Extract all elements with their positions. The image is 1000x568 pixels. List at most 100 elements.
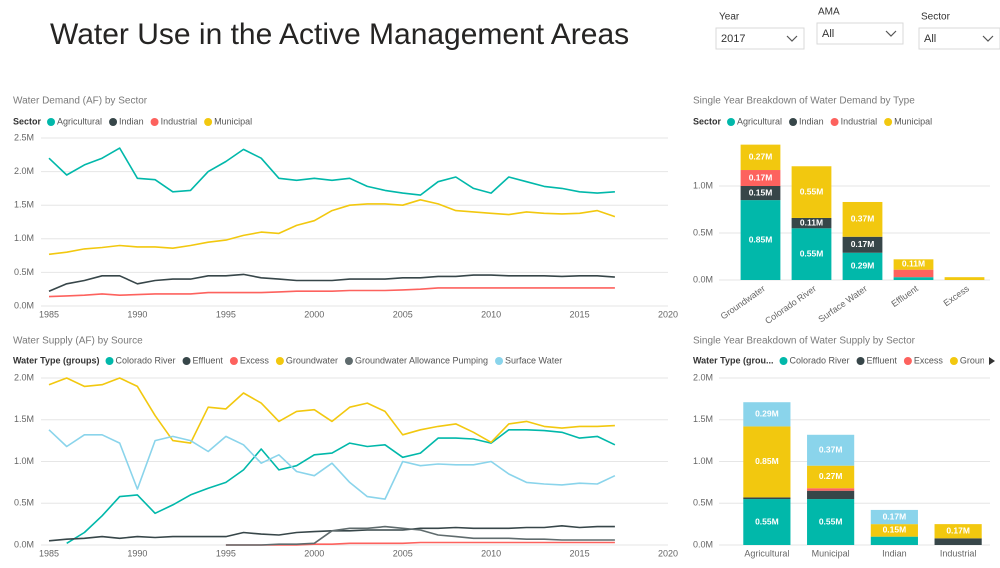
legend-swatch	[204, 118, 213, 126]
bar-value-label: 0.17M	[946, 525, 970, 535]
bar-segment	[791, 228, 832, 280]
legend-swatch	[949, 357, 958, 365]
legend: Sector Agricultural Indian Industrial Munici…	[13, 116, 252, 126]
filter-value: All	[924, 33, 936, 45]
filter-dropdown[interactable]	[918, 27, 1000, 50]
x-tick-label: Excess	[942, 283, 972, 308]
x-tick-label: Effluent	[889, 283, 920, 309]
y-tick-label: 0.5M	[693, 227, 713, 237]
legend-label: Industrial	[841, 116, 878, 126]
y-tick-label: 2.0M	[693, 372, 713, 382]
line-series	[48, 273, 615, 292]
legend-label: Groundwater	[960, 355, 1000, 365]
bar-value-label: 0.29M	[851, 261, 875, 271]
y-tick-label: 0.5M	[14, 498, 34, 508]
x-tick-label: Surface Water	[816, 283, 869, 324]
x-tick-label: Indian	[882, 548, 907, 558]
legend-swatch	[109, 118, 118, 126]
x-tick-label: 1985	[39, 309, 59, 319]
bar-value-label: 0.55M	[800, 186, 824, 196]
line-series	[48, 287, 615, 298]
line-series	[48, 429, 616, 500]
filter-label: Sector	[921, 12, 951, 23]
x-tick-label: 2015	[570, 309, 590, 319]
bar-value-label: 0.85M	[749, 234, 773, 244]
legend-swatch	[495, 357, 504, 365]
y-tick-label: 0.0M	[14, 539, 34, 549]
x-tick-label: 2015	[570, 548, 590, 558]
legend-swatch	[727, 118, 736, 126]
x-tick-label: 1995	[216, 548, 236, 558]
line-series	[48, 147, 615, 196]
bar-segment	[743, 497, 791, 500]
legend-label: Agricultural	[57, 116, 102, 126]
bar-segment	[944, 277, 985, 280]
legend-label: Groundwater Allowance Pumping	[355, 355, 488, 365]
y-tick-label: 2.0M	[14, 372, 34, 382]
line-series	[66, 429, 616, 544]
filter-label: AMA	[818, 7, 840, 18]
line-series	[48, 199, 616, 256]
y-tick-label: 0.0M	[693, 274, 713, 284]
legend-swatch	[229, 357, 238, 365]
legend: Water Type (grou... Colorado River Effluen…	[693, 355, 1000, 365]
x-tick-label: Industrial	[940, 548, 977, 558]
x-tick-label: 2010	[481, 548, 501, 558]
bar-value-label: 0.11M	[800, 217, 823, 227]
chart-title: Water Demand (AF) by Sector	[13, 96, 148, 107]
legend-more-arrow[interactable]	[989, 357, 995, 365]
legend-swatch	[779, 357, 788, 365]
legend-swatch	[47, 118, 56, 126]
legend-label: Indian	[799, 116, 824, 126]
bar-value-label: 0.27M	[819, 471, 843, 481]
filter-value: All	[822, 28, 834, 40]
bar-segment	[807, 434, 855, 466]
legend-label: Effluent	[867, 355, 898, 365]
bar-segment	[893, 269, 934, 278]
x-tick-label: Municipal	[812, 548, 850, 558]
bar-value-label: 0.55M	[755, 516, 779, 526]
legend-label: Municipal	[894, 116, 932, 126]
bar-segment	[743, 402, 791, 427]
filter-dropdown[interactable]	[715, 27, 805, 50]
bar-segment	[807, 465, 855, 489]
line-series	[48, 377, 615, 444]
legend-label: Agricultural	[737, 116, 782, 126]
legend-label: Colorado River	[790, 355, 850, 365]
chart-title: Water Supply (AF) by Source	[13, 336, 143, 347]
bar-segment	[791, 166, 832, 218]
y-tick-label: 1.5M	[693, 414, 713, 424]
legend-swatch	[275, 357, 284, 365]
bar-value-label: 0.11M	[902, 259, 925, 269]
bar-value-label: 0.27M	[749, 152, 773, 162]
y-tick-label: 2.5M	[14, 132, 34, 142]
bar-value-label: 0.55M	[800, 248, 824, 258]
bar-segment	[807, 499, 855, 545]
bar-value-label: 0.37M	[819, 444, 843, 454]
bar-segment	[893, 259, 934, 270]
legend-label: Colorado River	[116, 355, 176, 365]
bar-value-label: 0.37M	[851, 214, 875, 224]
legend-swatch	[344, 357, 353, 365]
filter-dropdown[interactable]	[816, 22, 904, 45]
legend-label: Groundwater	[286, 355, 338, 365]
y-tick-label: 1.5M	[14, 414, 34, 424]
filter-label: Year	[719, 12, 740, 23]
legend-title: Sector	[693, 116, 722, 126]
bar-segment	[743, 426, 791, 498]
page-title: Water Use in the Active Management Areas	[50, 18, 629, 51]
bar-segment	[934, 538, 982, 545]
bar-segment	[870, 524, 918, 537]
legend-swatch	[182, 357, 191, 365]
legend-swatch	[150, 118, 159, 126]
bar-segment	[740, 186, 781, 201]
dropdown-chevron	[885, 30, 897, 37]
line-series	[225, 525, 615, 546]
legend-label: Municipal	[214, 116, 252, 126]
x-tick-label: 1985	[39, 548, 59, 558]
legend-swatch	[856, 357, 865, 365]
y-tick-label: 1.0M	[14, 233, 34, 243]
y-tick-label: 2.0M	[14, 166, 34, 176]
x-tick-label: Colorado River	[763, 283, 818, 326]
x-tick-label: 1990	[127, 309, 147, 319]
